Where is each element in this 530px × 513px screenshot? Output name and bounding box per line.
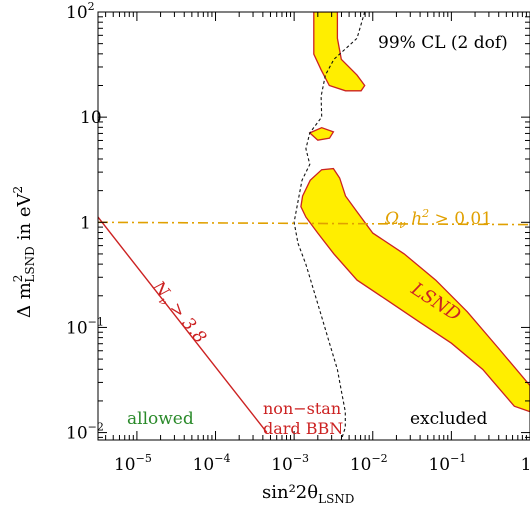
x-tick-label: 10−5 bbox=[114, 452, 152, 475]
cl-label: 99% CL (2 dof) bbox=[378, 33, 508, 53]
allowed-label: allowed bbox=[127, 409, 194, 429]
y-tick-label: 102 bbox=[66, 0, 95, 23]
excluded-boundary-line bbox=[293, 12, 366, 440]
y-tick-label: 10−1 bbox=[66, 315, 104, 338]
bbn-line-label: Nν > 3.8 bbox=[146, 277, 210, 349]
x-tick-label: 10−3 bbox=[271, 452, 309, 475]
lsnd-region-upper bbox=[313, 12, 366, 92]
nonstandard-label-line1: non−stan bbox=[263, 399, 341, 418]
plot-frame bbox=[97, 11, 530, 441]
omega-label: Ων h2 > 0.01 bbox=[384, 207, 492, 231]
axis-ticks: 10−5 10−4 10−3 10−2 10−1 1 10−2 10−1 1 10 102 bbox=[66, 0, 530, 475]
x-tick-label: 10−4 bbox=[193, 452, 231, 475]
y-tick-label: 10 bbox=[80, 108, 102, 128]
y-tick-label: 10−2 bbox=[66, 421, 104, 444]
nonstandard-label-line2: dard BBN bbox=[263, 419, 343, 438]
lsnd-region-main bbox=[300, 167, 530, 413]
y-tick-label: 1 bbox=[80, 213, 91, 233]
x-tick-label: 1 bbox=[521, 455, 530, 475]
y-axis-label: Δ m2LSNDin eV2 bbox=[11, 186, 37, 318]
excluded-label: excluded bbox=[410, 409, 487, 429]
x-tick-label: 10−1 bbox=[428, 452, 466, 475]
lsnd-region-island bbox=[308, 127, 335, 141]
x-tick-label: 10−2 bbox=[350, 452, 388, 475]
omega-line bbox=[98, 221, 530, 226]
plot-area bbox=[98, 12, 530, 440]
bbn-line bbox=[98, 216, 268, 434]
x-axis-label: sin²2θLSND bbox=[262, 482, 354, 506]
